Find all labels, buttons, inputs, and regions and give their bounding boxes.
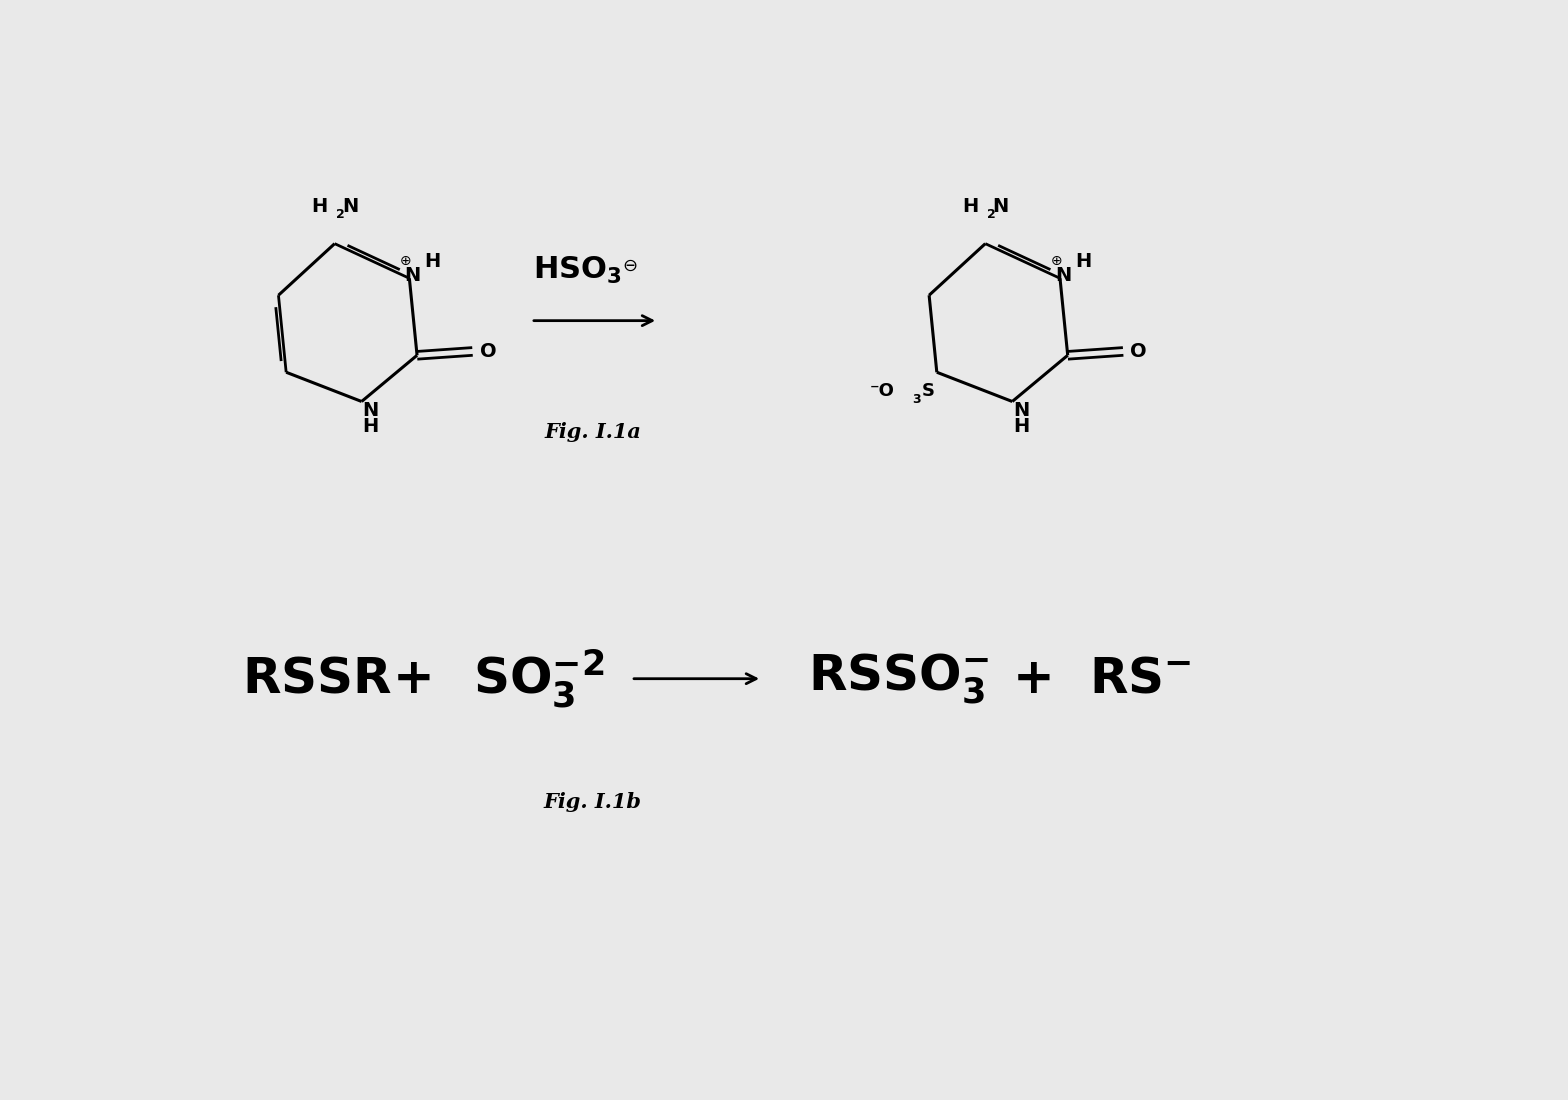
Text: N: N bbox=[1055, 266, 1071, 285]
Text: H: H bbox=[425, 252, 441, 271]
Text: O: O bbox=[480, 342, 495, 361]
Text: H: H bbox=[961, 197, 978, 217]
Text: 3: 3 bbox=[913, 393, 920, 406]
Text: H: H bbox=[310, 197, 328, 217]
Text: $\mathbf{RSSO_3^{-}}$: $\mathbf{RSSO_3^{-}}$ bbox=[808, 651, 989, 706]
Text: 2: 2 bbox=[988, 208, 996, 221]
Text: O: O bbox=[1131, 342, 1146, 361]
Text: Fig. I.1b: Fig. I.1b bbox=[544, 792, 641, 812]
Text: H: H bbox=[362, 417, 379, 437]
Text: N: N bbox=[405, 266, 420, 285]
Text: 2: 2 bbox=[337, 208, 345, 221]
Text: N: N bbox=[993, 197, 1008, 217]
Text: N: N bbox=[342, 197, 358, 217]
Text: ⊕: ⊕ bbox=[1051, 254, 1062, 268]
Text: $\mathbf{RSSR}$: $\mathbf{RSSR}$ bbox=[243, 654, 392, 703]
Text: N: N bbox=[362, 402, 379, 420]
Text: ⊕: ⊕ bbox=[400, 254, 411, 268]
Text: $\mathbf{RS^{-}}$: $\mathbf{RS^{-}}$ bbox=[1090, 654, 1192, 703]
Text: S: S bbox=[922, 383, 935, 400]
Text: Fig. I.1a: Fig. I.1a bbox=[544, 422, 641, 442]
Text: ⁻O: ⁻O bbox=[870, 383, 894, 400]
Text: N: N bbox=[1013, 402, 1030, 420]
Text: $\mathbf{HSO_3}$: $\mathbf{HSO_3}$ bbox=[533, 255, 621, 286]
Text: $\mathbf{SO_3^{-2}}$: $\mathbf{SO_3^{-2}}$ bbox=[474, 647, 605, 711]
Text: H: H bbox=[1013, 417, 1030, 437]
Text: $\mathbf{+}$: $\mathbf{+}$ bbox=[1013, 654, 1051, 703]
Text: $\mathbf{+}$: $\mathbf{+}$ bbox=[392, 654, 431, 703]
Text: ⊖: ⊖ bbox=[622, 256, 637, 274]
Text: H: H bbox=[1076, 252, 1091, 271]
